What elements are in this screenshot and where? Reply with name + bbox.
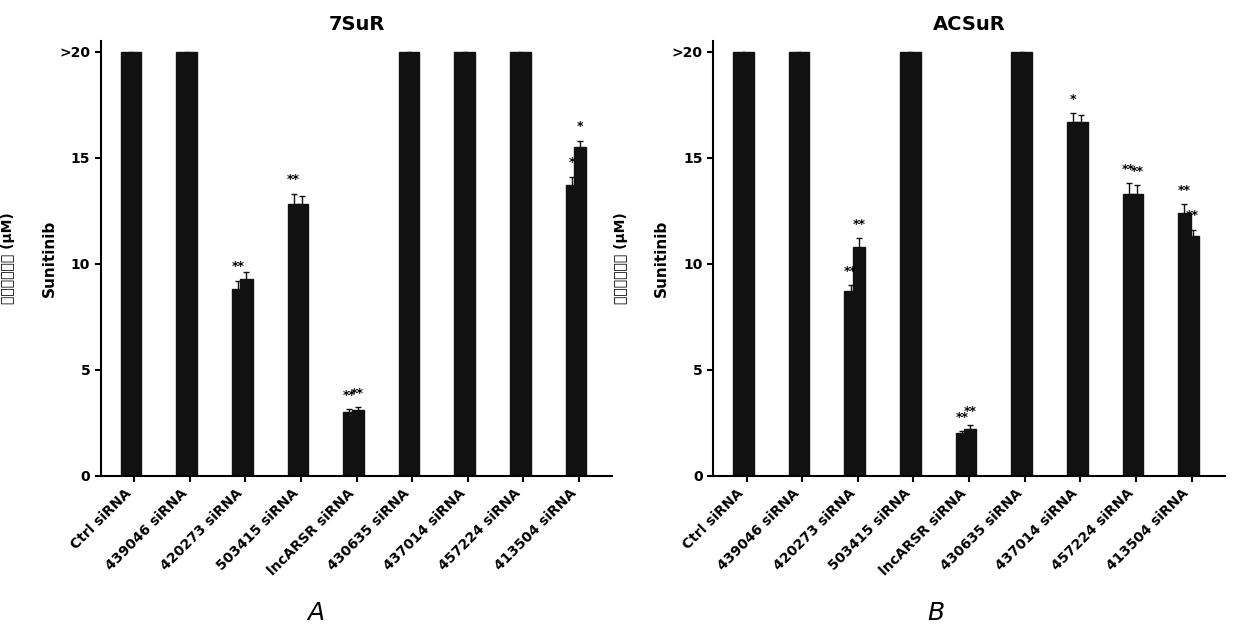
Text: **: ** [852,218,866,231]
Y-axis label: Sunitinib: Sunitinib [41,220,57,297]
Bar [1019,52,1032,476]
Bar [120,52,133,476]
Bar [407,52,419,476]
Bar [956,433,968,476]
Text: **: ** [232,261,244,273]
Bar [399,52,412,476]
Text: *: * [569,156,575,169]
Bar [1075,122,1087,476]
Y-axis label: Sunitinib: Sunitinib [653,220,668,297]
Text: B: B [928,601,945,625]
Bar [1178,213,1190,476]
Text: *: * [577,121,584,133]
Text: **: ** [342,389,356,402]
Text: *: * [1070,93,1076,106]
Bar [1131,194,1143,476]
Bar [565,186,578,476]
Bar [455,52,466,476]
Bar [844,292,857,476]
Bar [343,412,356,476]
Title: ACSuR: ACSuR [932,15,1006,34]
Bar [288,204,300,476]
Bar [1187,236,1199,476]
Text: **: ** [955,411,968,424]
Bar [232,289,244,476]
Bar [129,52,141,476]
Bar [185,52,197,476]
Text: **: ** [963,404,977,418]
Text: **: ** [288,174,300,186]
Bar [853,247,866,476]
Bar [1066,122,1079,476]
Bar [352,410,363,476]
Bar [900,52,913,476]
Bar [1012,52,1023,476]
Bar [909,52,920,476]
Bar [510,52,522,476]
Text: A: A [308,601,325,625]
Text: 半数致死浓度 (μM): 半数致死浓度 (μM) [1,213,15,304]
Text: **: ** [1122,163,1136,176]
Text: **: ** [1187,209,1199,223]
Bar [463,52,475,476]
Bar [176,52,188,476]
Bar [963,429,976,476]
Bar [518,52,531,476]
Text: **: ** [844,264,857,278]
Bar [742,52,754,476]
Bar [797,52,810,476]
Bar [733,52,745,476]
Bar [1122,194,1135,476]
Text: **: ** [1131,165,1143,178]
Bar [241,279,253,476]
Text: **: ** [351,387,365,399]
Bar [574,147,587,476]
Text: 半数致死浓度 (μM): 半数致死浓度 (μM) [614,213,627,304]
Bar [296,204,309,476]
Bar [789,52,801,476]
Text: **: ** [1178,184,1190,197]
Title: 7SuR: 7SuR [329,15,384,34]
